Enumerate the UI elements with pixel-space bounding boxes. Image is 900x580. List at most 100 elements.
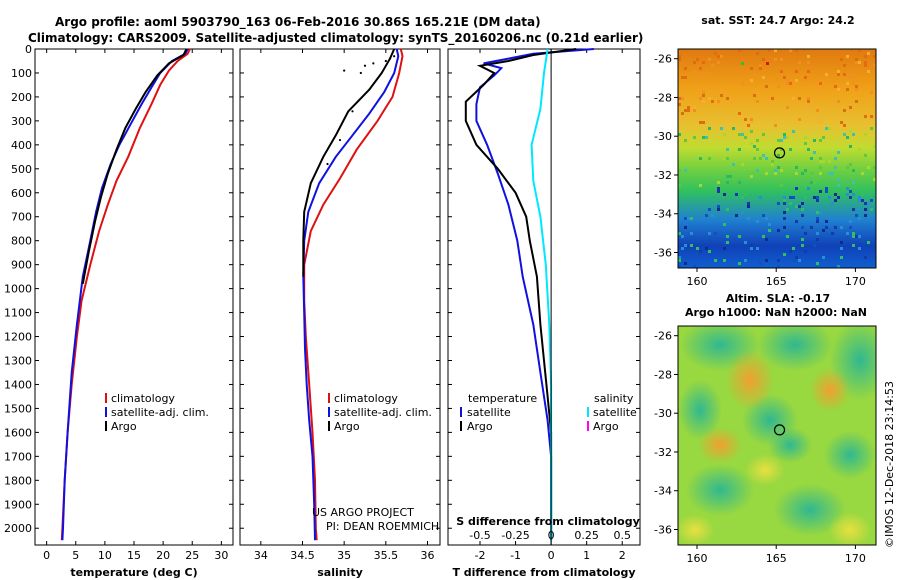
sst-pixel — [861, 193, 864, 196]
sst-pixel — [801, 214, 804, 217]
sst-pixel — [777, 259, 780, 262]
sst-pixel — [717, 208, 720, 211]
sst-pixel — [729, 175, 732, 178]
sst-pixel — [828, 127, 831, 130]
sst-pixel — [723, 241, 726, 244]
sst-pixel — [834, 226, 837, 229]
sst-pixel — [786, 79, 789, 82]
sst-pixel — [708, 97, 711, 100]
sst-pixel — [783, 253, 786, 256]
sst-pixel — [783, 217, 786, 220]
sst-pixel — [750, 142, 753, 145]
sst-pixel — [765, 259, 768, 262]
sst-pixel — [795, 205, 798, 208]
sst-pixel — [834, 193, 837, 196]
sst-pixel — [759, 64, 762, 67]
sst-pixel — [777, 139, 780, 142]
x-tick-label: 36 — [421, 549, 435, 562]
sst-pixel — [720, 94, 723, 97]
sst-pixel — [852, 169, 855, 172]
sst-pixel — [738, 133, 741, 136]
sst-pixel — [696, 58, 699, 61]
sst-pixel — [681, 76, 684, 79]
sst-pixel — [873, 145, 876, 148]
sst-pixel — [678, 265, 681, 268]
sst-pixel — [798, 61, 801, 64]
sst-pixel — [783, 211, 786, 214]
map-frame — [677, 48, 877, 269]
y-tick-label: 1100 — [4, 307, 32, 320]
sst-pixel — [759, 262, 762, 265]
argo-dot — [393, 55, 396, 58]
sst-pixel — [819, 166, 822, 169]
sst-pixel — [870, 115, 873, 118]
sst-pixel — [873, 55, 876, 58]
sst-pixel — [780, 139, 783, 142]
sst-pixel — [849, 220, 852, 223]
sst-pixel — [849, 226, 852, 229]
sst-pixel — [786, 82, 789, 85]
sst-pixel — [813, 151, 816, 154]
sst-pixel — [861, 172, 864, 175]
sst-pixel — [864, 64, 867, 67]
sst-pixel — [765, 217, 768, 220]
series-line — [81, 48, 188, 284]
sst-pixel — [792, 247, 795, 250]
sst-pixel — [678, 259, 681, 262]
sst-pixel — [825, 127, 828, 130]
sst-pixel — [825, 226, 828, 229]
s-tick-label: 0 — [548, 529, 555, 542]
sst-pixel — [798, 97, 801, 100]
sst-pixel — [693, 136, 696, 139]
sst-pixel — [726, 157, 729, 160]
temperature-panel: 0100200300400500600700800900100011001200… — [4, 43, 234, 579]
sst-pixel — [774, 124, 777, 127]
sst-pixel — [777, 265, 780, 268]
sst-pixel — [702, 73, 705, 76]
sst-pixel — [726, 241, 729, 244]
sst-pixel — [717, 187, 720, 190]
sst-pixel — [870, 91, 873, 94]
sst-pixel — [801, 172, 804, 175]
map-x-tick-label: 160 — [687, 275, 708, 288]
map-y-tick-label: -32 — [654, 446, 672, 459]
sst-pixel — [714, 232, 717, 235]
y-tick-label: 0 — [25, 43, 32, 56]
sst-pixel — [816, 220, 819, 223]
sst-pixel — [717, 181, 720, 184]
legend-label: climatology — [111, 392, 175, 405]
sst-pixel — [849, 145, 852, 148]
sst-pixel — [852, 232, 855, 235]
sst-pixel — [807, 97, 810, 100]
sst-pixel — [744, 136, 747, 139]
sst-pixel — [834, 166, 837, 169]
sst-pixel — [807, 100, 810, 103]
legend-title: salinity — [594, 392, 634, 405]
sst-pixel — [678, 58, 681, 61]
sst-pixel — [810, 172, 813, 175]
sst-pixel — [849, 196, 852, 199]
sst-pixel — [843, 124, 846, 127]
sst-pixel — [750, 118, 753, 121]
series-line — [475, 48, 594, 541]
sst-pixel — [678, 250, 681, 253]
sst-pixel — [804, 232, 807, 235]
x-tick-label: 15 — [127, 549, 141, 562]
sst-pixel — [867, 52, 870, 55]
sst-pixel — [723, 193, 726, 196]
sst-pixel — [825, 187, 828, 190]
sst-pixel — [759, 196, 762, 199]
sst-pixel — [678, 55, 681, 58]
argo-position-marker — [773, 424, 786, 436]
sst-pixel — [795, 79, 798, 82]
argo-dot — [326, 162, 329, 166]
pi-credit: PI: DEAN ROEMMICH — [326, 520, 439, 533]
sst-pixel — [849, 73, 852, 76]
sst-pixel — [699, 121, 702, 124]
sst-pixel — [816, 211, 819, 214]
sst-pixel — [711, 214, 714, 217]
sst-pixel — [864, 133, 867, 136]
sst-pixel — [738, 112, 741, 115]
map-x-tick-label: 170 — [845, 552, 866, 565]
sst-pixel — [816, 238, 819, 241]
